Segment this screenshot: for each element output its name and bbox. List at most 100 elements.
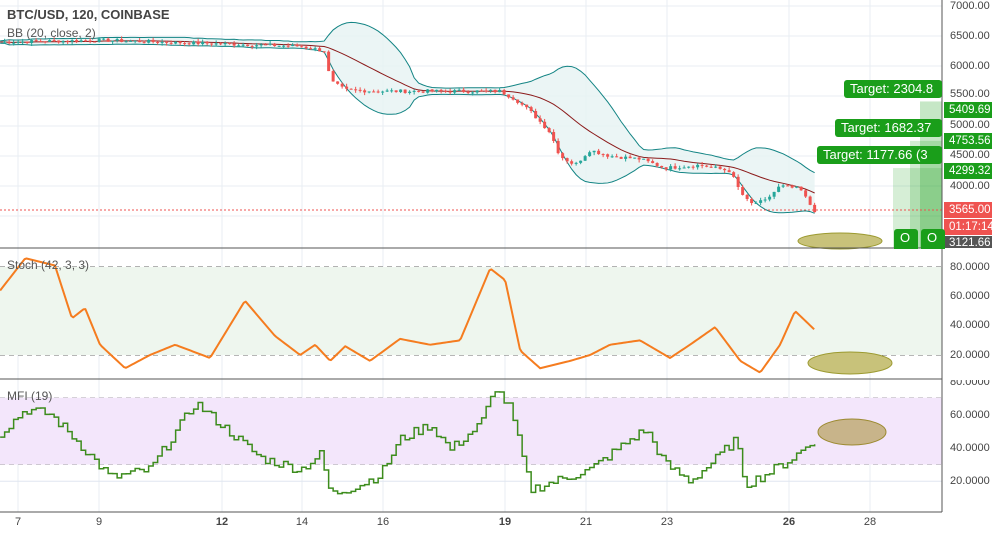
last-price-tag: 3565.00 — [944, 202, 992, 218]
candle-body — [633, 157, 637, 159]
candle-body — [268, 43, 272, 45]
candle-body — [394, 90, 398, 93]
candle-body — [444, 90, 448, 92]
order-label[interactable]: O — [894, 229, 918, 249]
candle-body — [142, 42, 146, 44]
candle-body — [147, 39, 151, 43]
candle-body — [345, 86, 349, 89]
candle-body — [111, 40, 115, 42]
candle-body — [3, 41, 7, 43]
price-tick: 6500.00 — [950, 30, 990, 42]
candle-body — [133, 40, 137, 42]
stoch-tick: 80.0000 — [950, 261, 990, 273]
candle-body — [426, 89, 430, 93]
candle-body — [201, 41, 205, 45]
candle-body — [372, 91, 376, 93]
candle-body — [520, 102, 524, 105]
ellipse-drawing[interactable] — [797, 232, 883, 250]
candle-body — [84, 40, 88, 42]
target-label[interactable]: Target: 1177.66 (3 — [817, 146, 942, 164]
candle-body — [12, 42, 16, 44]
target-label[interactable]: Target: 1682.37 — [835, 119, 942, 137]
candle-body — [358, 89, 362, 91]
ellipse-drawing[interactable] — [817, 418, 887, 446]
candle-body — [754, 202, 758, 204]
candle-body — [772, 191, 776, 197]
price-tick: 4500.00 — [950, 149, 990, 161]
candle-body — [538, 118, 542, 122]
candle-body — [673, 166, 677, 169]
position-box — [920, 101, 942, 249]
candle-body — [196, 41, 200, 45]
oscillators — [0, 257, 816, 495]
candle-body — [390, 90, 394, 92]
candle-body — [367, 91, 371, 93]
candle-body — [475, 90, 479, 93]
candle-body — [615, 156, 619, 158]
target-label[interactable]: Target: 2304.8 — [844, 80, 942, 98]
stoch-legend[interactable]: Stoch (42, 3, 3) — [7, 258, 90, 272]
candle-body — [304, 46, 308, 49]
candle-body — [331, 71, 335, 82]
candle-body — [241, 44, 245, 46]
candle-body — [583, 156, 587, 161]
bb-lower — [0, 42, 815, 214]
candle-body — [165, 41, 169, 43]
candle-body — [561, 153, 565, 159]
candle-body — [768, 196, 772, 200]
price-tick: 4000.00 — [950, 180, 990, 192]
candle-body — [651, 161, 655, 164]
candle-body — [462, 89, 466, 93]
price-tick: 5000.00 — [950, 119, 990, 131]
candle-body — [642, 158, 646, 160]
date-tick: 28 — [863, 516, 877, 528]
mfi-tick: 40.0000 — [950, 442, 990, 454]
mfi-legend[interactable]: MFI (19) — [7, 389, 53, 403]
stoch-tick: 20.0000 — [950, 349, 990, 361]
candle-body — [322, 51, 326, 53]
date-tick: 9 — [95, 516, 103, 528]
candle-body — [214, 43, 218, 45]
candle-body — [174, 41, 178, 44]
candle-body — [30, 40, 34, 44]
date-tick: 16 — [376, 516, 390, 528]
candle-body — [727, 170, 731, 173]
candle-body — [160, 41, 164, 43]
candle-body — [435, 89, 439, 92]
candle-body — [228, 43, 232, 45]
bb-legend[interactable]: BB (20, close, 2) — [7, 26, 96, 40]
candle-body — [804, 190, 808, 197]
candle-body — [318, 48, 322, 52]
candle-body — [363, 90, 367, 93]
candle-body — [291, 44, 295, 47]
candle-body — [655, 163, 659, 166]
candle-body — [349, 88, 353, 90]
mfi-tick: 80.0000 — [950, 380, 990, 388]
bb-fill — [0, 22, 815, 214]
ellipse-drawing[interactable] — [807, 351, 893, 375]
candle-body — [97, 38, 101, 42]
mfi-tick: 20.0000 — [950, 475, 990, 487]
date-tick: 12 — [215, 516, 229, 528]
candle-body — [682, 167, 686, 169]
bar-countdown-tag: 01:17:14 — [944, 219, 992, 235]
candle-body — [385, 90, 389, 92]
candle-body — [579, 160, 583, 163]
candle-body — [61, 40, 65, 43]
candle-body — [205, 41, 209, 44]
candle-body — [439, 89, 443, 91]
order-label[interactable]: O — [921, 229, 945, 249]
date-tick: 7 — [14, 516, 22, 528]
candle-body — [192, 41, 196, 45]
candle-body — [687, 166, 691, 168]
candle-body — [259, 44, 263, 46]
candle-body — [129, 40, 133, 42]
candle-body — [790, 185, 794, 188]
symbol-title[interactable]: BTC/USD, 120, COINBASE — [7, 7, 170, 22]
stoch-tick: 60.0000 — [950, 290, 990, 302]
candle-body — [511, 97, 515, 100]
low-price-tag: 3121.66 — [944, 236, 992, 248]
candle-body — [210, 43, 214, 45]
candle-body — [70, 40, 74, 42]
